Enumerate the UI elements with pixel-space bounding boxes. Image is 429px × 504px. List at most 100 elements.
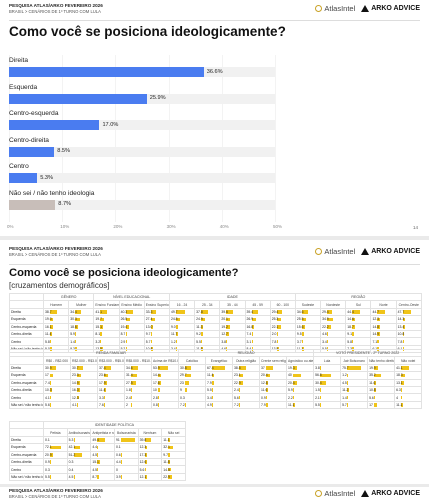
cell-bar (401, 388, 402, 392)
table-cell: 9.0 (169, 323, 194, 330)
arko-logo-text: ARKO ADVICE (371, 490, 420, 497)
bar-label: Centro (9, 163, 29, 170)
cell-bar (77, 403, 78, 407)
cell-bar (121, 475, 122, 479)
table-cell: 0.4 (67, 466, 91, 473)
atlasintel-logo: AtlasIntel (315, 4, 355, 13)
cell-bar (347, 381, 348, 385)
cell-value: 19.4 (121, 325, 128, 329)
cell-value: 14.6 (347, 317, 354, 321)
cell-bar (212, 403, 213, 407)
table-cell: 1.5 (314, 386, 341, 393)
cell-value: 35.2 (369, 373, 376, 377)
table-cell: 3.8 (220, 338, 245, 345)
cell-value: 0.1 (45, 438, 50, 442)
table-cell: 29.7 (179, 372, 206, 379)
table-cell: 25.5 (295, 316, 320, 323)
logos-2: AtlasIntel ARKO ADVICE (315, 247, 420, 256)
table-cell: 8.7 (91, 473, 115, 480)
cell-bar (158, 388, 160, 392)
table-cell: 7.2 (179, 401, 206, 408)
cell-value: 29.4 (322, 310, 329, 314)
bar-label: Não sei / não tenho ideologia (9, 190, 94, 197)
cell-value: 30.4 (315, 381, 322, 385)
cell-value: 4.5 (92, 453, 97, 457)
table-cell: 24.8 (169, 316, 194, 323)
table-cell: 0 (114, 466, 138, 473)
cell-value: 14.9 (72, 381, 79, 385)
table-cell: 3.7 (295, 338, 320, 345)
cell-value: 17.6 (153, 381, 160, 385)
column-header: Ensino Médio (119, 301, 144, 308)
arko-logo-2: ARKO ADVICE (361, 248, 420, 255)
row-label: Centro (10, 466, 44, 473)
table-cell: 4.5 (91, 466, 115, 473)
table-cell: 6.3 (395, 386, 422, 393)
table-cell: 30.7 (71, 364, 98, 371)
cell-bar (126, 332, 127, 336)
cell-value: 11.4 (45, 332, 51, 336)
table-cell: 2.2 (287, 394, 314, 401)
cell-value: 33.3 (146, 310, 153, 314)
cell-bar (97, 453, 98, 457)
cell-value: 11.4 (99, 388, 105, 392)
table-row: Não sei / não tenho ideologia5.54.58.73.… (10, 473, 186, 480)
table-cell: 20.4 (287, 379, 314, 386)
table-cell: 34.9 (321, 316, 346, 323)
cell-bar (252, 332, 253, 336)
bar-label: Centro-direita (9, 137, 49, 144)
cell-value: 4.6 (322, 332, 327, 336)
cell-bar (121, 438, 135, 442)
gridline (169, 55, 170, 222)
cell-value: 31.4 (126, 373, 133, 377)
column-header: Crente sem religião (260, 357, 287, 364)
table-cell: 11.7 (169, 330, 194, 337)
atlas-icon (315, 5, 322, 12)
cell-value: 22.9 (234, 381, 241, 385)
cell-bar (201, 340, 202, 344)
column-header: Nenhum (138, 429, 162, 436)
table-cell: 5.9 (69, 330, 94, 337)
bar-label: Direita (9, 57, 28, 64)
column-header: Sul (346, 301, 371, 308)
cell-value: 23.1 (234, 373, 241, 377)
row-label: Centro-esquerda (10, 379, 44, 386)
group-header-row: IDENTIDADE POLÍTICA (10, 422, 186, 429)
table-cell: 13.1 (395, 379, 422, 386)
cell-bar (97, 475, 98, 479)
column-header: Nordeste (321, 301, 346, 308)
table-cell: 34.6 (125, 364, 152, 371)
cell-value: 34.6 (126, 366, 133, 370)
table-cell: 14.9 (371, 330, 396, 337)
cell-value: 8.1 (95, 332, 100, 336)
cell-value: 12.3 (140, 445, 147, 449)
cell-value: 25.5 (297, 317, 304, 321)
gridline (115, 55, 116, 222)
bar-track (9, 67, 275, 77)
bar-value-label: 36.6% (207, 69, 223, 75)
table-cell: 30.4 (314, 379, 341, 386)
table-cell: 11.6 (368, 379, 395, 386)
gridline (275, 55, 276, 222)
row-label: Centro-esquerda (10, 451, 44, 458)
cell-value: 18.6 (70, 325, 77, 329)
cell-value: 0.6 (116, 453, 121, 457)
arko-logo-text: ARKO ADVICE (371, 248, 420, 255)
cell-value: 13.1 (396, 381, 403, 385)
cell-value: 38.7 (45, 310, 52, 314)
table-cell: 7.9 (260, 401, 287, 408)
cell-bar (293, 388, 294, 392)
cell-value: 0.3 (69, 460, 74, 464)
table-cell: 22.2 (321, 323, 346, 330)
cell-bar (168, 453, 170, 457)
table-cell: 7.8 (396, 338, 421, 345)
cell-value: 11.1 (288, 403, 294, 407)
table-cell: 14.5 (162, 466, 186, 473)
cell-value: 37.8 (196, 310, 203, 314)
